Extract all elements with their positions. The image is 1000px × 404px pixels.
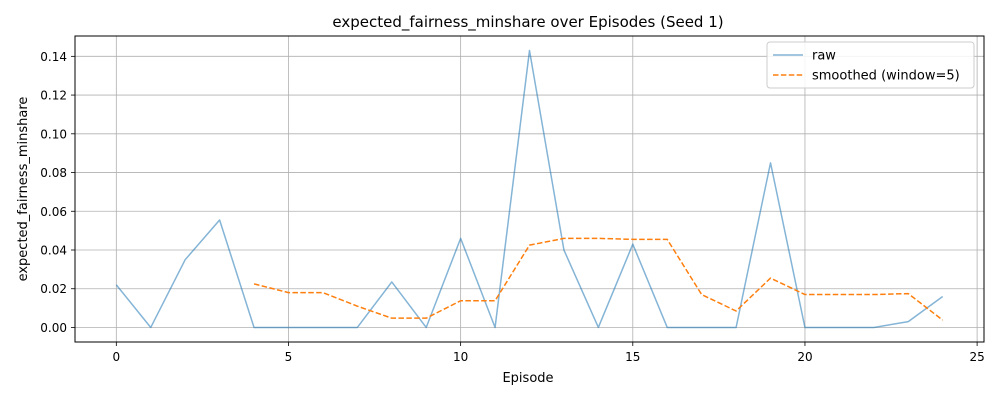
x-tick-label: 10 bbox=[453, 350, 468, 364]
y-tick-label: 0.10 bbox=[40, 127, 67, 141]
y-tick-label: 0.14 bbox=[40, 50, 67, 64]
legend-box bbox=[766, 41, 975, 89]
legend-label-smoothed: smoothed (window=5) bbox=[812, 69, 960, 84]
y-axis-label: expected_fairness_minshare bbox=[16, 97, 31, 282]
x-axis-label: Episode bbox=[502, 371, 553, 386]
y-tick-label: 0.06 bbox=[40, 205, 67, 219]
legend-label-raw: raw bbox=[812, 49, 836, 64]
y-axis: 0.00 0.02 0.04 0.06 0.08 0.10 0.12 0.14 bbox=[40, 50, 75, 335]
y-tick-label: 0.08 bbox=[40, 166, 67, 180]
plot-frame bbox=[74, 35, 985, 343]
x-tick-label: 5 bbox=[285, 350, 293, 364]
y-tick-label: 0.04 bbox=[40, 244, 67, 258]
x-tick-label: 0 bbox=[112, 350, 120, 364]
y-tick-label: 0.02 bbox=[40, 282, 67, 296]
series-line-raw bbox=[115, 49, 944, 329]
x-tick-label: 25 bbox=[969, 350, 984, 364]
x-tick-label: 20 bbox=[797, 350, 812, 364]
x-tick-label: 15 bbox=[625, 350, 640, 364]
series-line-smoothed bbox=[253, 237, 944, 321]
series-lines bbox=[115, 49, 944, 329]
legend: raw smoothed (window=5) bbox=[766, 41, 975, 89]
y-tick-label: 0.00 bbox=[40, 321, 67, 335]
y-tick-label: 0.12 bbox=[40, 89, 67, 103]
x-axis: 0 5 10 15 20 25 bbox=[112, 342, 985, 364]
chart-title: expected_fairness_minshare over Episodes… bbox=[332, 13, 723, 32]
